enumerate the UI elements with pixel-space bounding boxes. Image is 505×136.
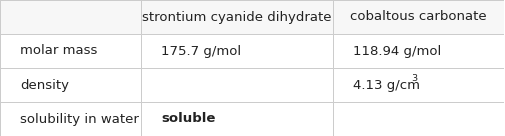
Bar (0, 102, 141, 136)
Text: 4.13 g/cm: 4.13 g/cm (352, 78, 419, 92)
Text: 175.7 g/mol: 175.7 g/mol (161, 44, 241, 58)
Text: 118.94 g/mol: 118.94 g/mol (352, 44, 440, 58)
Bar (332, 0, 503, 34)
Text: strontium cyanide dihydrate: strontium cyanide dihydrate (142, 10, 331, 24)
Bar (141, 0, 332, 34)
Bar (332, 68, 503, 102)
Bar (0, 34, 141, 68)
Text: soluble: soluble (161, 112, 215, 126)
Bar (332, 102, 503, 136)
Text: solubility in water: solubility in water (20, 112, 139, 126)
Bar (0, 0, 141, 34)
Text: 3: 3 (410, 74, 416, 83)
Bar (0, 68, 141, 102)
Text: density: density (20, 78, 69, 92)
Bar (332, 34, 503, 68)
Bar (141, 102, 332, 136)
Text: cobaltous carbonate: cobaltous carbonate (349, 10, 486, 24)
Bar (141, 68, 332, 102)
Text: molar mass: molar mass (20, 44, 97, 58)
Bar (141, 34, 332, 68)
